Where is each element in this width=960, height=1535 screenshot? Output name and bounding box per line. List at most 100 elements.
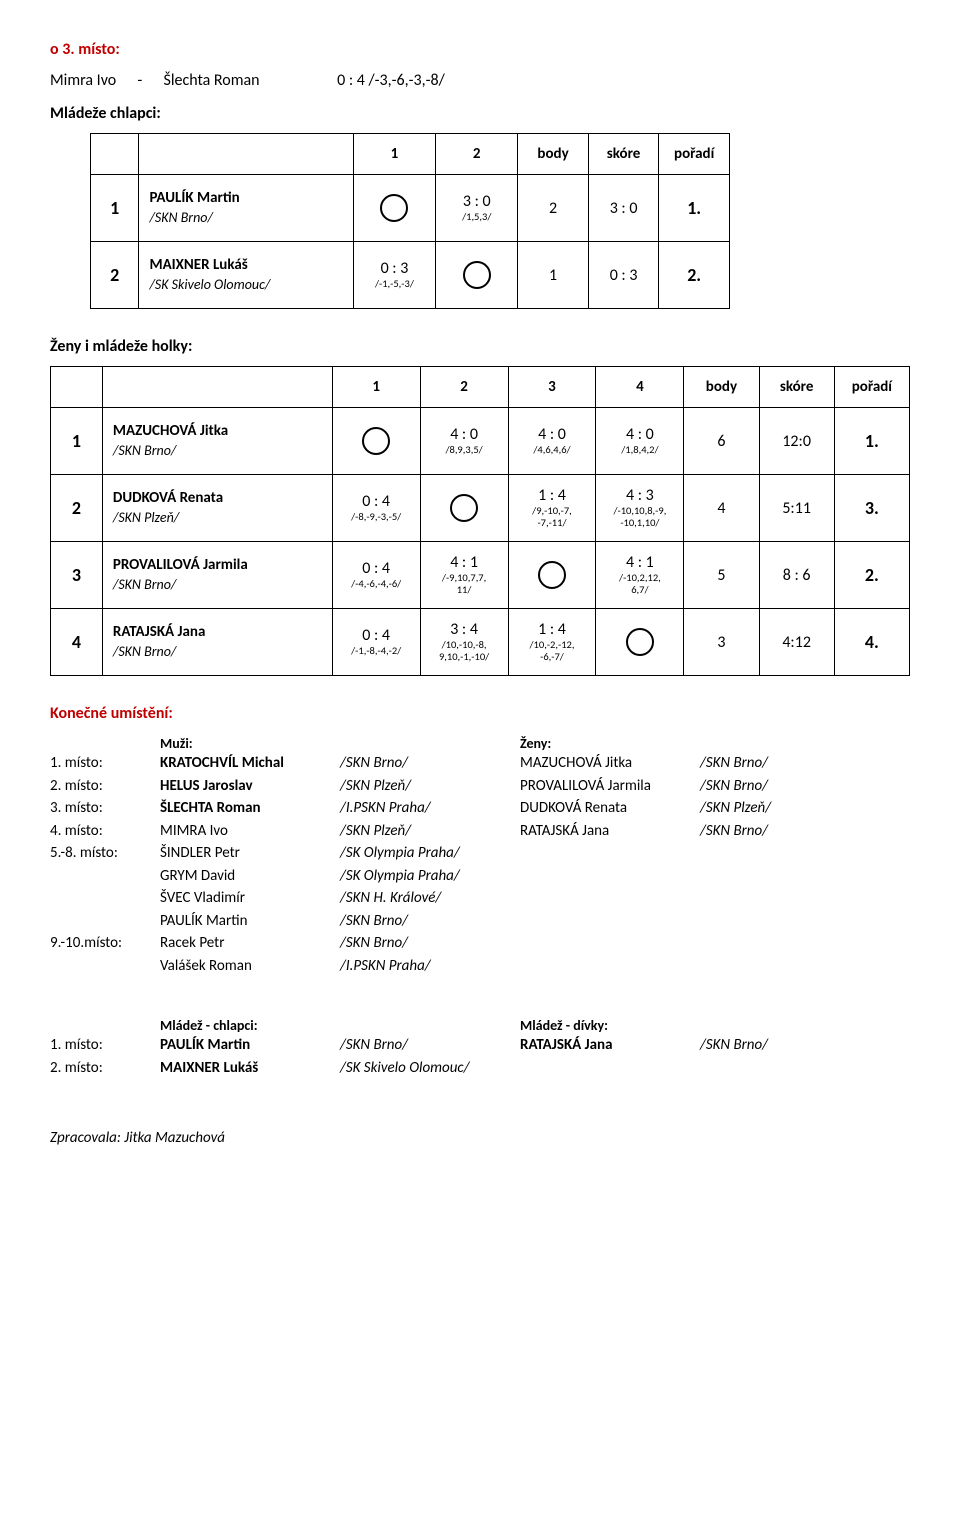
place-name-m: HELUS Jaroslav	[160, 775, 340, 798]
body-cell: 1	[518, 242, 588, 309]
player-name: PAULÍK Martin	[149, 189, 239, 207]
place-club-f: /SKN Plzeň/	[700, 797, 830, 820]
section-title-women: Ženy i mládeže holky:	[50, 337, 910, 356]
player-club: /SKN Plzeň/	[113, 509, 179, 526]
placement-row: 2. místo:MAIXNER Lukáš/SK Skivelo Olomou…	[50, 1057, 910, 1080]
place-name-m: Valášek Roman	[160, 955, 340, 978]
table-row: 3PROVALILOVÁ Jarmila/SKN Brno/0 : 4/-4,-…	[51, 542, 910, 609]
place-label: 2. místo:	[50, 1057, 160, 1080]
score-cell: 4 : 0/8,9,3,5/	[420, 408, 508, 475]
place-club-m: /SKN Brno/	[340, 910, 520, 933]
place-name-m: PAULÍK Martin	[160, 910, 340, 933]
placement-block: Muži: Ženy: 1. místo:KRATOCHVÍL Michal/S…	[50, 735, 910, 977]
skore-cell: 0 : 3	[588, 242, 659, 309]
player-cell: MAIXNER Lukáš /SK Skivelo Olomouc/	[139, 242, 353, 309]
subscore: /1,8,4,2/	[602, 444, 677, 456]
score-cell: 3 : 0 /1,5,3/	[436, 175, 518, 242]
place-club-m: /SKN H. Králové/	[340, 887, 520, 910]
place-name-f: MAZUCHOVÁ Jitka	[520, 752, 700, 775]
match-sep: -	[120, 71, 160, 90]
circle-icon	[362, 427, 390, 455]
skore-cell: 8 : 6	[759, 542, 834, 609]
place-club-f: /SKN Brno/	[700, 775, 830, 798]
self-cell	[596, 609, 684, 676]
place-club-m: /SK Olympia Praha/	[340, 865, 520, 888]
place-name-m: KRATOCHVÍL Michal	[160, 752, 340, 775]
place-club-m: /SKN Plzeň/	[340, 775, 520, 798]
place-club-f: /SKN Brno/	[700, 820, 830, 843]
subscore: /-1,-5,-3/	[360, 278, 429, 290]
skore-cell: 4:12	[759, 609, 834, 676]
subscore: /-9,10,7,7,11/	[427, 572, 502, 596]
place-name-f	[520, 910, 700, 933]
th-blank	[102, 367, 332, 408]
blank	[50, 1017, 160, 1034]
place-label: 9.-10.místo:	[50, 932, 160, 955]
table-row: 1MAZUCHOVÁ Jitka/SKN Brno/4 : 0/8,9,3,5/…	[51, 408, 910, 475]
place-club-f	[700, 887, 830, 910]
match-p2: Šlechta Roman	[163, 71, 333, 90]
subscore: /9,-10,-7,-7,-11/	[515, 505, 590, 529]
placement-row: GRYM David/SK Olympia Praha/	[50, 865, 910, 888]
header-chlapci: Mládež - chlapci:	[160, 1017, 520, 1034]
score-cell: 4 : 3/-10,10,8,-9,-10,1,10/	[596, 475, 684, 542]
player-cell: MAZUCHOVÁ Jitka/SKN Brno/	[102, 408, 332, 475]
place-label: 1. místo:	[50, 1034, 160, 1057]
th-1: 1	[332, 367, 420, 408]
section-title-boys: Mládeže chlapci:	[50, 104, 910, 123]
score-cell: 4 : 1/-9,10,7,7,11/	[420, 542, 508, 609]
row-idx: 3	[51, 542, 103, 609]
place-club-m: /SK Olympia Praha/	[340, 842, 520, 865]
place-club-ch: /SKN Brno/	[340, 1034, 520, 1057]
subscore: /-4,-6,-4,-6/	[339, 578, 414, 590]
subscore: /-10,2,12,6,7/	[602, 572, 677, 596]
score-cell: 4 : 0/1,8,4,2/	[596, 408, 684, 475]
self-cell	[332, 408, 420, 475]
youth-header: Mládež - chlapci: Mládež - dívky:	[50, 1017, 910, 1034]
score: 0 : 3	[360, 260, 429, 278]
th-body: body	[684, 367, 759, 408]
place-name-m: MIMRA Ivo	[160, 820, 340, 843]
subscore: /-1,-8,-4,-2/	[339, 645, 414, 657]
poradi-cell: 2.	[834, 542, 909, 609]
place-club-f	[700, 932, 830, 955]
player-club: /SKN Brno/	[113, 643, 176, 660]
player-name: MAZUCHOVÁ Jitka	[113, 422, 228, 440]
placement-row: 9.-10.místo:Racek Petr/SKN Brno/	[50, 932, 910, 955]
score-cell: 1 : 4/10,-2,-12,-6,-7/	[508, 609, 596, 676]
player-name: RATAJSKÁ Jana	[113, 623, 205, 641]
score-cell: 0 : 4/-1,-8,-4,-2/	[332, 609, 420, 676]
th-blank	[91, 134, 139, 175]
place-name-m: ŠINDLER Petr	[160, 842, 340, 865]
placement-row: 1. místo:PAULÍK Martin/SKN Brno/RATAJSKÁ…	[50, 1034, 910, 1057]
subscore: /8,9,3,5/	[427, 444, 502, 456]
th-skore: skóre	[759, 367, 834, 408]
th-3: 3	[508, 367, 596, 408]
score-cell: 0 : 4/-8,-9,-3,-5/	[332, 475, 420, 542]
place-club-f	[700, 910, 830, 933]
header-zeny: Ženy:	[520, 735, 700, 752]
poradi-cell: 4.	[834, 609, 909, 676]
place-name-di: RATAJSKÁ Jana	[520, 1034, 700, 1057]
row-idx: 1	[91, 175, 139, 242]
table-row: 2DUDKOVÁ Renata/SKN Plzeň/0 : 4/-8,-9,-3…	[51, 475, 910, 542]
place-club-m: /SKN Brno/	[340, 752, 520, 775]
score: 4 : 3	[602, 487, 677, 505]
row-idx: 2	[91, 242, 139, 309]
footer-credit: Zpracovala: Jitka Mazuchová	[50, 1129, 910, 1147]
place-name-di	[520, 1057, 700, 1080]
header-divky: Mládež - dívky:	[520, 1017, 700, 1034]
placement-row: 2. místo:HELUS Jaroslav/SKN Plzeň/PROVAL…	[50, 775, 910, 798]
place-name-m: Racek Petr	[160, 932, 340, 955]
score: 0 : 4	[339, 560, 414, 578]
score: 0 : 4	[339, 627, 414, 645]
body-cell: 4	[684, 475, 759, 542]
th-poradi: pořadí	[659, 134, 730, 175]
score: 4 : 0	[602, 426, 677, 444]
place-label	[50, 955, 160, 978]
placement-row: 5.-8. místo:ŠINDLER Petr/SK Olympia Prah…	[50, 842, 910, 865]
match-p1: Mimra Ivo	[50, 71, 116, 90]
circle-icon	[380, 194, 408, 222]
table-header-row: 1 2 body skóre pořadí	[91, 134, 730, 175]
player-cell: PAULÍK Martin /SKN Brno/	[139, 175, 353, 242]
